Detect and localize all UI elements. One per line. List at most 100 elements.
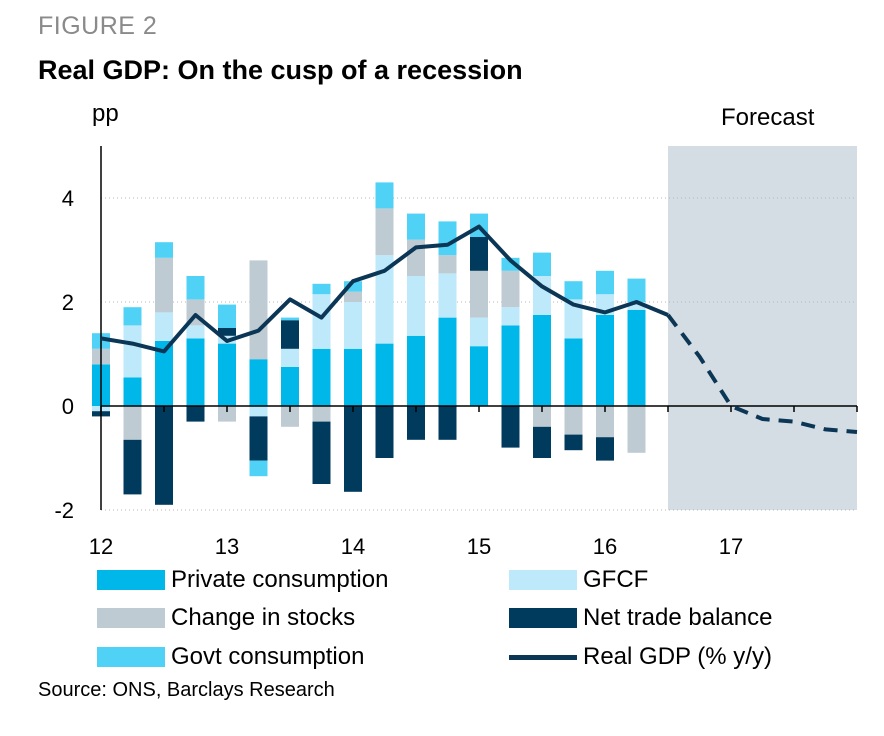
bar-segment-private-consumption	[375, 343, 394, 406]
bar-segment-gfcf	[123, 325, 142, 378]
bar-segment-gfcf	[155, 312, 173, 341]
bar-segment-gfcf	[312, 294, 331, 349]
bar-segment-net-trade-balance	[281, 320, 299, 349]
bar-segment-gfcf	[438, 273, 457, 318]
bar-segment-private-consumption	[564, 338, 583, 406]
figure-label: FIGURE 2	[38, 12, 158, 40]
bar-segment-private-consumption	[281, 367, 299, 406]
bar-segment-gfcf	[186, 325, 205, 339]
bar-segment-change-in-stocks	[155, 257, 173, 313]
x-tick-label: 16	[593, 534, 617, 559]
bar-segment-gfcf	[375, 255, 394, 344]
bar-segment-govt-consumption	[564, 281, 583, 300]
bar-segment-net-trade-balance	[533, 426, 551, 458]
bar-segment-govt-consumption	[218, 304, 236, 328]
bar-segment-gfcf	[627, 302, 646, 310]
bar-segment-net-trade-balance	[249, 416, 268, 461]
x-tick-label: 14	[341, 534, 365, 559]
bar-segment-net-trade-balance	[438, 406, 457, 440]
bar-segment-net-trade-balance	[375, 406, 394, 458]
bar-segment-private-consumption	[627, 309, 646, 406]
bar-segment-private-consumption	[312, 348, 331, 406]
bar-segment-change-in-stocks	[281, 406, 299, 427]
bar-segment-net-trade-balance	[155, 406, 173, 505]
bar-segment-govt-consumption	[627, 278, 646, 302]
axes-group	[100, 146, 858, 510]
bar-segment-change-in-stocks	[438, 255, 457, 274]
bar-segment-change-in-stocks	[596, 406, 614, 438]
bar-segment-gfcf	[533, 276, 551, 315]
bar-segment-govt-consumption	[249, 460, 268, 477]
x-tick-label: 12	[89, 534, 113, 559]
bar-segment-private-consumption	[344, 348, 362, 406]
bar-segment-private-consumption	[533, 315, 551, 406]
bar-segment-govt-consumption	[438, 221, 457, 256]
bar-segment-gfcf	[470, 317, 488, 347]
bar-segment-net-trade-balance	[564, 434, 583, 451]
bar-segment-change-in-stocks	[564, 406, 583, 435]
x-tick-label: 13	[215, 534, 239, 559]
bar-segment-private-consumption	[155, 341, 173, 406]
bar-segment-govt-consumption	[596, 270, 614, 295]
bar-segment-private-consumption	[123, 377, 142, 406]
bar-segment-change-in-stocks	[501, 270, 520, 308]
bar-segment-govt-consumption	[155, 242, 173, 258]
bar-segment-change-in-stocks	[470, 270, 488, 318]
x-tick-label: 17	[719, 534, 743, 559]
gdp-line-group	[100, 224, 858, 434]
x-tick-label: 15	[467, 534, 491, 559]
bar-segment-net-trade-balance	[312, 421, 331, 484]
bar-segment-net-trade-balance	[186, 406, 205, 422]
bar-segment-gfcf	[501, 307, 520, 326]
bar-segment-govt-consumption	[501, 257, 520, 271]
bar-segment-change-in-stocks	[123, 406, 142, 440]
real-gdp-line-forecast	[666, 313, 858, 434]
forecast-label: Forecast	[721, 104, 815, 131]
bar-segment-gfcf	[344, 302, 362, 349]
forecast-region-group	[668, 146, 857, 510]
bar-segment-private-consumption	[218, 343, 236, 406]
bar-segment-govt-consumption	[123, 307, 142, 326]
bar-segment-change-in-stocks	[249, 260, 268, 360]
bar-segment-net-trade-balance	[123, 439, 142, 495]
bar-segment-private-consumption	[501, 325, 520, 406]
y-axis-unit-label: pp	[92, 100, 119, 127]
bar-segment-change-in-stocks	[627, 406, 646, 453]
bar-segment-private-consumption	[470, 346, 488, 406]
bars-group	[92, 182, 646, 505]
source-note: Source: ONS, Barclays Research	[38, 679, 335, 701]
bar-segment-change-in-stocks	[218, 406, 236, 422]
tick-labels-group: -2 0 2 4 12 13 14 15 16 17	[54, 186, 743, 559]
bar-segment-change-in-stocks	[344, 291, 362, 302]
bar-segment-net-trade-balance	[218, 328, 236, 336]
bar-segment-change-in-stocks	[375, 208, 394, 256]
y-tick-label: -2	[54, 498, 74, 523]
bar-segment-gfcf	[407, 276, 425, 336]
bar-segment-private-consumption	[438, 317, 457, 406]
bar-segment-govt-consumption	[533, 252, 551, 276]
bar-segment-net-trade-balance	[470, 237, 488, 271]
bar-segment-gfcf	[249, 406, 268, 417]
bar-segment-govt-consumption	[281, 317, 299, 321]
bar-segment-net-trade-balance	[407, 406, 425, 440]
bar-segment-gfcf	[281, 348, 299, 367]
bar-segment-gfcf	[564, 299, 583, 339]
bar-segment-govt-consumption	[186, 276, 205, 300]
bar-segment-govt-consumption	[375, 182, 394, 209]
y-tick-label: 4	[62, 186, 74, 211]
bar-segment-net-trade-balance	[501, 406, 520, 448]
bar-segment-govt-consumption	[344, 281, 362, 292]
bar-segment-change-in-stocks	[533, 406, 551, 427]
forecast-shade	[668, 146, 857, 510]
y-tick-label: 0	[62, 394, 74, 419]
bar-segment-govt-consumption	[312, 283, 331, 295]
bar-segment-private-consumption	[596, 315, 614, 406]
bar-segment-private-consumption	[407, 335, 425, 406]
chart-title: Real GDP: On the cusp of a recession	[38, 55, 523, 85]
bar-segment-private-consumption	[249, 359, 268, 406]
y-tick-label: 2	[62, 290, 74, 315]
bar-segment-net-trade-balance	[344, 406, 362, 492]
bar-segment-govt-consumption	[407, 213, 425, 240]
bar-segment-private-consumption	[186, 338, 205, 406]
